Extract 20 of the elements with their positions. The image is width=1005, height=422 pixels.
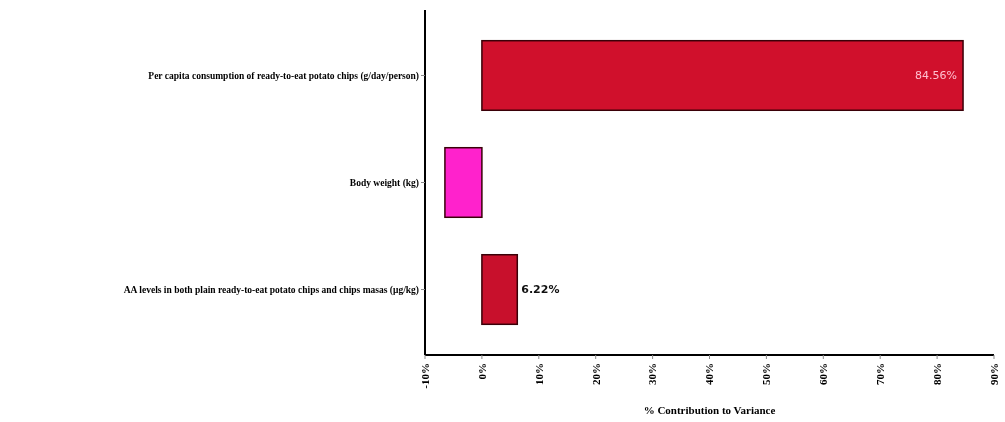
data-label: 84.56% — [915, 69, 958, 83]
y-tick-label: AA levels in both plain ready-to-eat potato chips and chips masas (μg/kg) — [123, 284, 419, 296]
x-tick-label: 20% — [589, 363, 602, 385]
x-tick-label: 0% — [475, 363, 488, 380]
x-tick-label: 10% — [532, 363, 545, 385]
data-label: 6.22% — [521, 283, 560, 297]
x-tick-label: 90% — [987, 363, 1000, 385]
x-tick-label: 80% — [930, 363, 943, 385]
y-tick-label: Per capita consumption of ready-to-eat potato chips (g/day/person) — [148, 70, 419, 82]
x-axis-title: % Contribution to Variance — [643, 404, 776, 416]
x-tick-label: 40% — [703, 363, 716, 385]
bar — [481, 253, 519, 326]
y-tick-label: Body weight (kg) — [349, 177, 419, 189]
bar — [444, 146, 483, 219]
x-tick-label: 50% — [760, 363, 773, 385]
bar — [481, 39, 964, 112]
x-tick-label: -10% — [418, 363, 431, 389]
x-tick-label: 60% — [817, 363, 830, 385]
x-tick-label: 30% — [646, 363, 659, 385]
x-tick-label: 70% — [874, 363, 887, 385]
